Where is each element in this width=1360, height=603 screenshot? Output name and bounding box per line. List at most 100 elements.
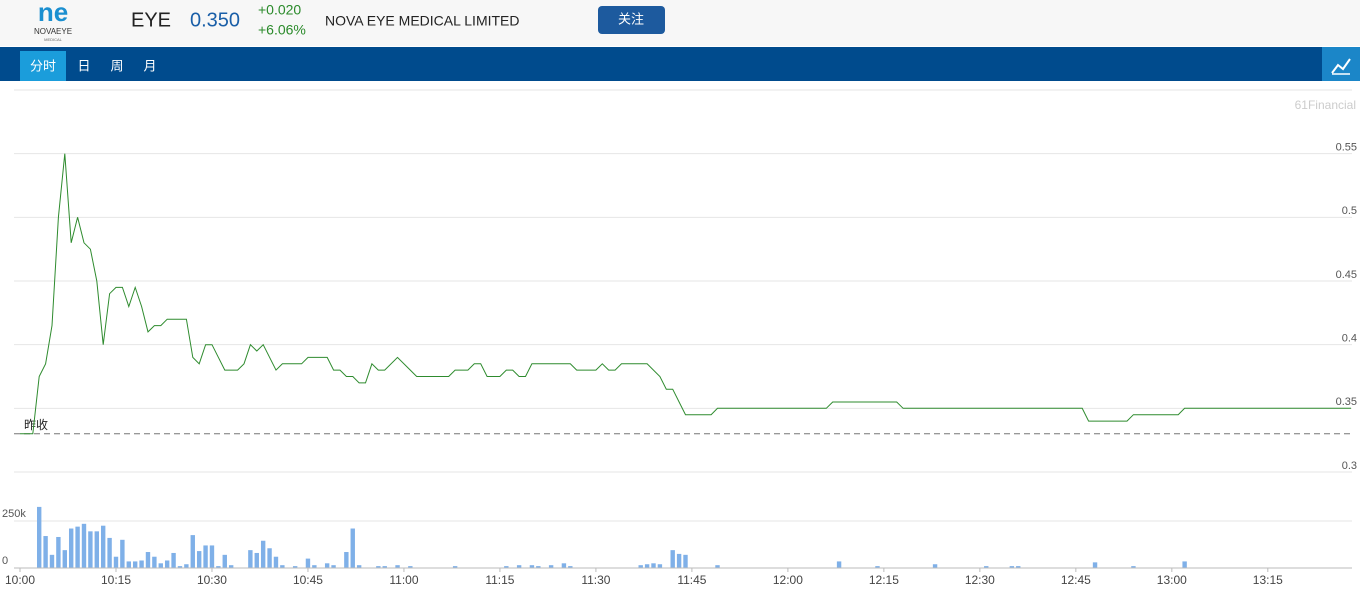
volume-bar — [644, 564, 650, 568]
y-tick-label: 0.35 — [1336, 396, 1357, 408]
volume-bar — [145, 552, 151, 568]
volume-bar — [36, 506, 42, 568]
volume-bar — [356, 565, 362, 568]
volume-bar — [49, 554, 55, 568]
follow-button[interactable] — [598, 6, 665, 34]
x-tick-label: 11:00 — [389, 573, 418, 587]
x-tick-label: 12:30 — [965, 573, 995, 587]
x-tick-label: 13:00 — [1157, 573, 1187, 587]
volume-bar — [1016, 566, 1021, 568]
change-pct: +6.06% — [258, 22, 306, 38]
volume-tick-label: 0 — [2, 555, 8, 567]
x-tick-label: 12:15 — [869, 573, 899, 587]
volume-bar — [196, 551, 202, 568]
volume-bar — [158, 563, 163, 568]
y-tick-label: 0.55 — [1336, 142, 1357, 154]
volume-bar — [516, 565, 522, 568]
x-tick-label: 12:00 — [773, 573, 803, 587]
follow-label[interactable]: 关注 — [618, 11, 644, 26]
tab[interactable]: 月 — [143, 58, 156, 73]
volume-bar — [216, 566, 221, 568]
volume-bar — [676, 553, 682, 568]
volume-bar — [68, 528, 74, 568]
volume-bar — [113, 556, 119, 568]
volume-bar — [382, 566, 387, 568]
tab[interactable]: 日 — [77, 58, 90, 73]
volume-bar — [670, 550, 675, 568]
volume-bar — [715, 565, 720, 568]
tab-bar — [0, 47, 1360, 81]
volume-bar — [568, 566, 573, 568]
volume-bar — [638, 565, 643, 568]
volume-bar — [324, 563, 330, 568]
volume-bar — [75, 526, 80, 568]
volume-tick-label: 250k — [2, 508, 26, 520]
company-name: NOVA EYE MEDICAL LIMITED — [325, 13, 520, 29]
volume-bar — [292, 566, 298, 568]
volume-bar — [152, 556, 157, 568]
volume-bar — [452, 566, 458, 568]
volume-bar — [504, 566, 509, 568]
change: +0.020 — [258, 2, 301, 18]
y-tick-label: 0.5 — [1342, 205, 1357, 217]
x-tick-label: 11:15 — [485, 573, 514, 587]
volume-bar — [184, 564, 189, 568]
chart-icon[interactable] — [1331, 58, 1351, 74]
volume-bar — [43, 536, 48, 568]
volume-bar — [395, 565, 400, 568]
x-tick-label: 10:30 — [197, 573, 227, 587]
symbol: EYE — [131, 9, 171, 31]
volume-bar — [1092, 562, 1098, 568]
volume-bar — [209, 545, 215, 568]
chart-toggle[interactable] — [1322, 47, 1360, 81]
volume-bar — [651, 563, 656, 568]
y-tick-label: 0.45 — [1336, 269, 1357, 281]
volume-bar — [62, 550, 67, 568]
price: 0.350 — [190, 9, 240, 31]
volume-bar — [875, 566, 880, 568]
tab[interactable]: 周 — [110, 58, 123, 73]
volume-bar — [177, 566, 183, 568]
y-tick-label: 0.4 — [1342, 333, 1357, 345]
header-bg — [0, 0, 1360, 46]
price-line — [20, 153, 1351, 435]
volume-bar — [376, 566, 381, 568]
x-tick-label: 10:15 — [101, 573, 131, 587]
volume-bar — [228, 565, 234, 568]
volume-bar — [536, 566, 541, 568]
volume-bar — [561, 563, 567, 568]
volume-bar — [88, 531, 93, 568]
volume-bar — [120, 539, 125, 568]
prev-close-label: 昨收 — [24, 418, 48, 432]
volume-bar — [932, 564, 938, 568]
volume-bar — [190, 535, 195, 568]
volume-bar — [254, 552, 259, 568]
volume-bar — [100, 525, 106, 568]
tab[interactable]: 分时 — [30, 58, 56, 73]
volume-bar — [222, 554, 227, 568]
watermark: 61Financial — [1295, 98, 1356, 112]
x-tick-label: 10:00 — [5, 573, 35, 587]
x-tick-label: 11:30 — [581, 573, 610, 587]
volume-bar — [280, 565, 285, 568]
x-tick-label: 11:45 — [677, 573, 706, 587]
volume-bar — [203, 545, 208, 568]
volume-bar — [1131, 566, 1136, 568]
volume-bar — [350, 528, 355, 568]
volume-bar — [657, 564, 663, 568]
volume-bar — [126, 561, 131, 568]
x-tick-label: 13:15 — [1253, 573, 1283, 587]
volume-bar — [305, 558, 311, 568]
logo-name: NOVAEYE — [34, 27, 72, 36]
volume-bar — [331, 565, 336, 568]
volume-bar — [56, 536, 61, 568]
volume-bar — [984, 566, 989, 568]
volume-bar — [836, 561, 842, 568]
logo-sub: MEDICAL — [44, 37, 63, 42]
volume-bar — [171, 552, 176, 568]
volume-bar — [107, 537, 112, 568]
active-tab[interactable] — [20, 51, 66, 81]
volume-bar — [267, 548, 272, 568]
